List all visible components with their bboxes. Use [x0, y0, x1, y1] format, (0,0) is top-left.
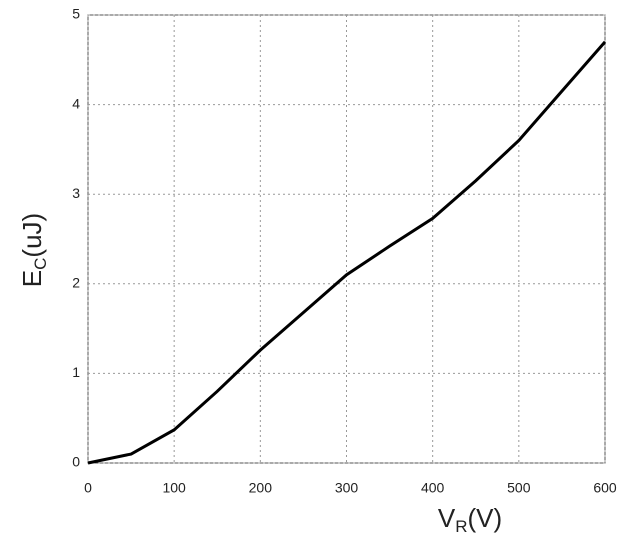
y-tick-label: 1: [72, 364, 80, 380]
y-axis-title: EC(uJ): [17, 213, 51, 287]
x-title-sub: R: [455, 517, 467, 536]
y-title-unit: (uJ): [17, 213, 47, 258]
y-tick-label: 5: [72, 6, 80, 22]
y-tick-label: 4: [72, 95, 80, 111]
x-title-main: V: [438, 503, 456, 533]
y-title-main: E: [17, 270, 47, 287]
y-tick-label: 2: [72, 275, 80, 291]
y-tick-label: 3: [72, 185, 80, 201]
x-tick-label: 100: [162, 480, 186, 496]
y-tick-label: 0: [72, 454, 80, 470]
x-tick-label: 0: [84, 480, 92, 496]
x-title-unit: (V): [467, 503, 502, 533]
x-tick-label: 400: [421, 480, 445, 496]
x-tick-label: 600: [593, 480, 617, 496]
x-tick-label: 200: [249, 480, 273, 496]
x-tick-label: 500: [507, 480, 531, 496]
x-tick-label: 300: [335, 480, 359, 496]
data-line: [87, 40, 607, 465]
y-title-sub: C: [31, 258, 50, 270]
x-axis-title: VR(V): [438, 503, 502, 537]
